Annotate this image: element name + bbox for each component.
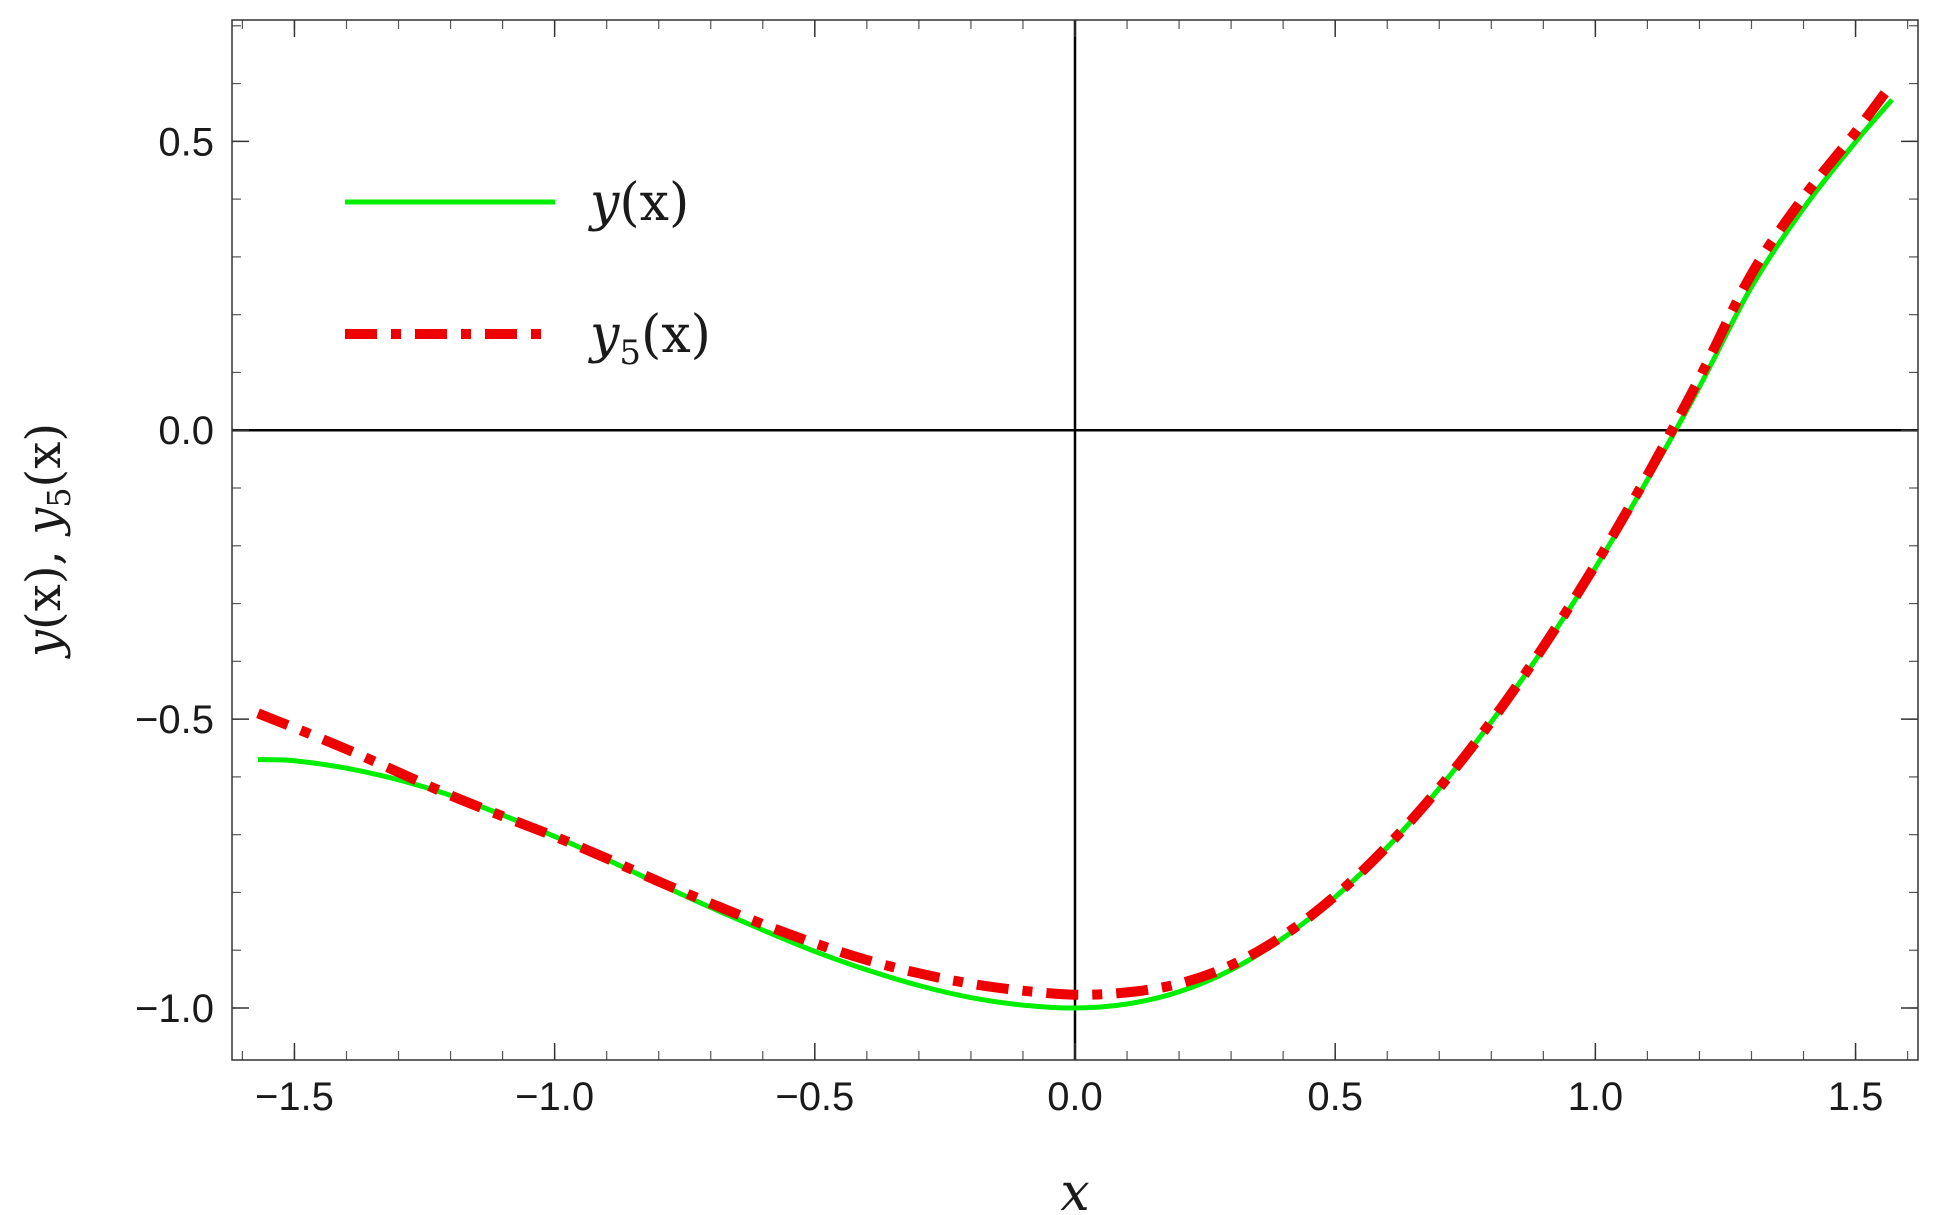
y-tick-label: −0.5 bbox=[135, 698, 214, 742]
y-axis-label: y(x), y5(x) bbox=[16, 423, 78, 659]
x-tick-label: 1.0 bbox=[1568, 1075, 1624, 1119]
x-axis-label: x bbox=[1060, 1163, 1089, 1215]
series-layer bbox=[256, 80, 1896, 1011]
x-tick-label: −0.5 bbox=[775, 1075, 854, 1119]
y-axis-label-sub: 5 bbox=[40, 487, 78, 507]
y-axis-label-a: y bbox=[16, 629, 72, 659]
y-axis-label-d: (x) bbox=[16, 423, 72, 488]
x-tick-label: 0.0 bbox=[1047, 1075, 1103, 1119]
legend-label-rest: (x) bbox=[619, 173, 689, 233]
legend-label-base: y bbox=[588, 305, 620, 365]
legend-label-base: y bbox=[588, 173, 620, 233]
y-axis-label-b: (x), bbox=[16, 535, 72, 630]
legend: y(x)y5(x) bbox=[345, 173, 711, 373]
x-tick-label: −1.5 bbox=[255, 1075, 334, 1119]
y-tick-label: −1.0 bbox=[135, 987, 214, 1031]
x-tick-label: −1.0 bbox=[515, 1075, 594, 1119]
y-axis-label-c: y bbox=[16, 507, 72, 537]
zero-axes bbox=[232, 20, 1918, 1060]
legend-label-sub: 5 bbox=[619, 333, 641, 373]
legend-label-1: y(x) bbox=[588, 173, 689, 233]
x-tick-label: 1.5 bbox=[1828, 1075, 1884, 1119]
x-tick-label: 0.5 bbox=[1307, 1075, 1363, 1119]
y-tick-label: 0.5 bbox=[158, 120, 214, 164]
series-line-2 bbox=[256, 80, 1896, 1000]
legend-label-2: y5(x) bbox=[588, 305, 711, 373]
y-tick-label: 0.0 bbox=[158, 409, 214, 453]
legend-label-rest: (x) bbox=[641, 305, 711, 365]
tick-labels: −1.5 −1.0 −0.5 0.0 0.5 1.0 1.5 −1.0 −0.5 0.0 0.5 bbox=[135, 120, 1883, 1119]
major-ticks bbox=[232, 20, 1918, 1060]
